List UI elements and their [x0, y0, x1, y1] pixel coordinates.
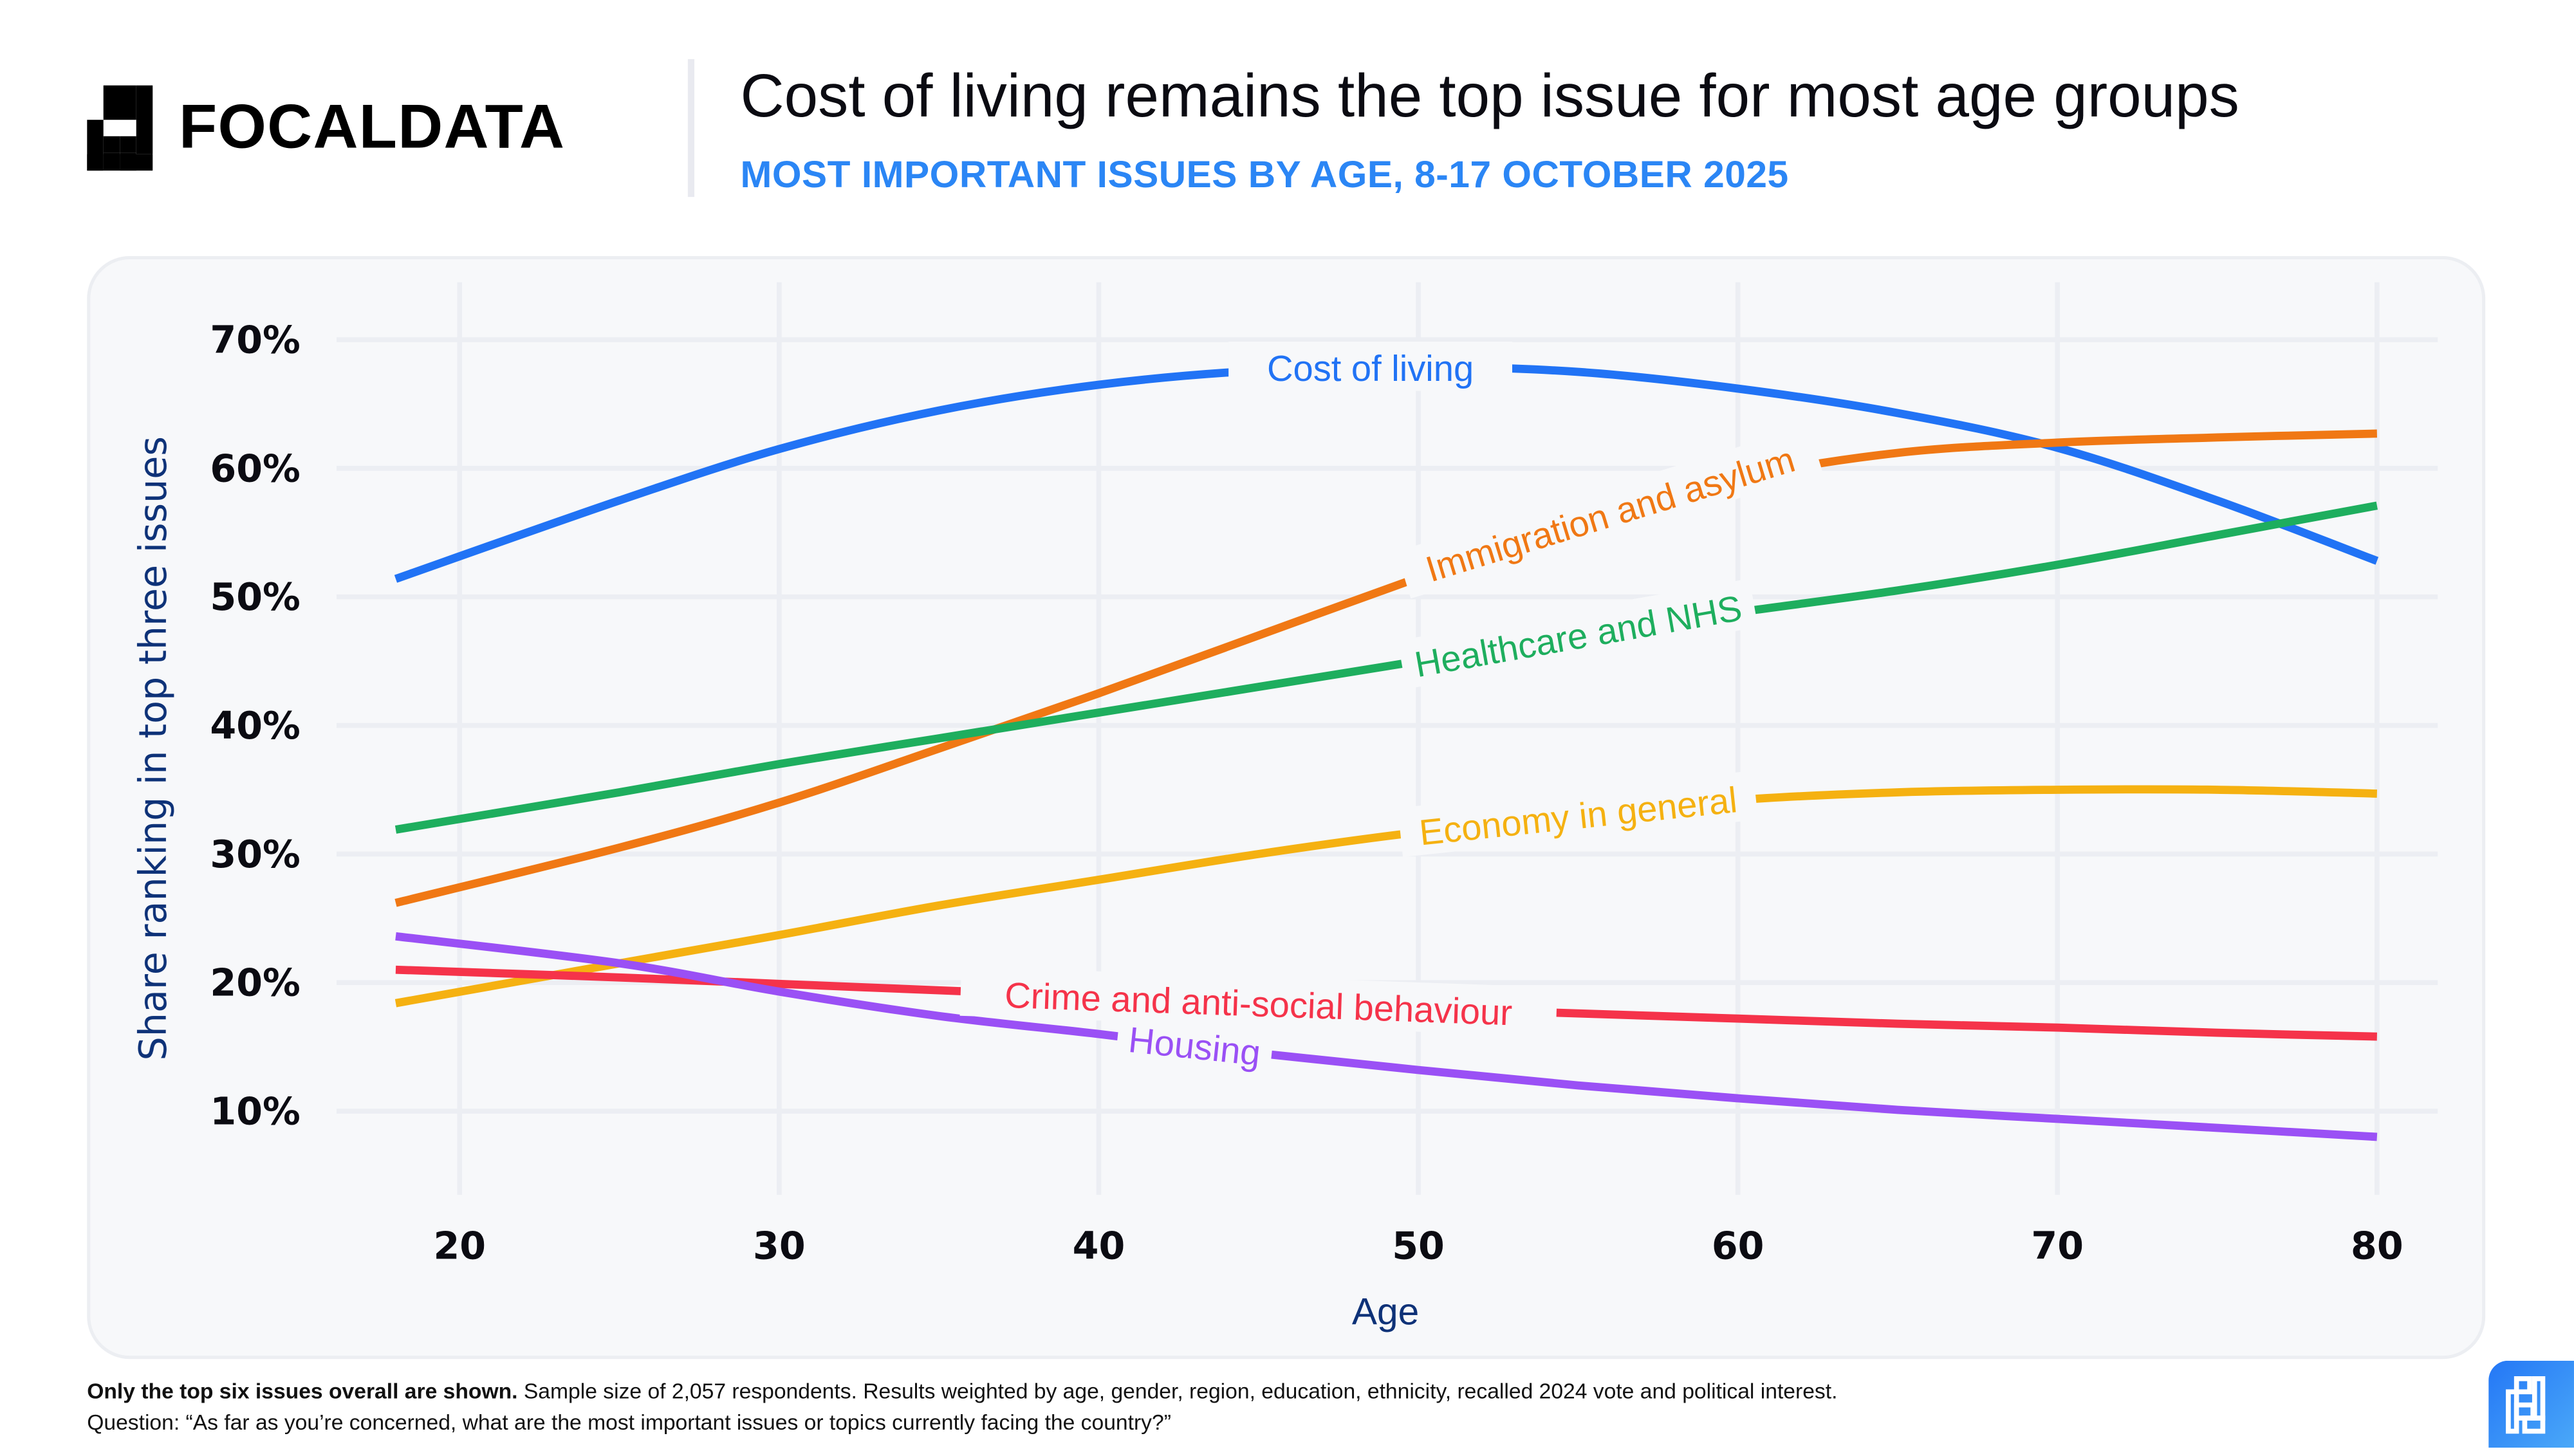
y-tick-label: 60% [210, 447, 300, 490]
y-axis-label: Share ranking in top three issues [131, 436, 175, 1060]
series-label-immigration-and-asylum: Immigration and asylum [1396, 425, 1823, 599]
x-tick-label: 50 [1392, 1224, 1445, 1268]
header-divider [687, 59, 695, 198]
series-line-housing [395, 932, 2378, 1141]
label-knockout [1396, 425, 1823, 599]
footer-notes: Only the top six issues overall are show… [87, 1376, 1837, 1438]
x-tick-label: 30 [753, 1224, 806, 1268]
series-line-healthcare-and-nhs [394, 501, 2378, 834]
x-axis-label: Age [1352, 1291, 1419, 1333]
series-label-economy-in-general: Economy in general [1398, 770, 1759, 857]
series-label-text: Cost of living [1267, 348, 1474, 389]
series-line-immigration-and-asylum [394, 429, 2378, 907]
series-label-text: Immigration and asylum [1421, 439, 1799, 589]
y-tick-label: 10% [210, 1089, 300, 1133]
focaldata-logo-icon [87, 85, 153, 171]
series-line-cost-of-living [394, 362, 2379, 583]
series-label-crime-and-anti-social-behaviour: Crime and anti-social behaviour [959, 966, 1558, 1037]
label-knockout [1398, 770, 1759, 857]
y-tick-label: 30% [210, 833, 300, 876]
x-tick-label: 80 [2351, 1224, 2403, 1268]
series-label-text: Healthcare and NHS [1412, 587, 1745, 685]
y-axis-ticks: 10% 20% 30% 40% 50% 60% 70% [210, 318, 300, 1133]
footer-note-text: Sample size of 2,057 respondents. Result… [517, 1378, 1838, 1404]
x-axis-ticks: 20 30 40 50 60 70 80 [433, 1224, 2403, 1268]
x-tick-label: 70 [2031, 1224, 2084, 1268]
x-tick-label: 40 [1073, 1224, 1125, 1268]
y-tick-label: 20% [210, 961, 300, 1005]
focaldata-logo: FOCALDATA [87, 85, 566, 171]
corner-logo-badge [2488, 1360, 2574, 1448]
y-tick-label: 50% [210, 575, 300, 619]
footer-note-bold: Only the top six issues overall are show… [87, 1378, 518, 1404]
gridlines [336, 282, 2438, 1195]
series-labels: Cost of living Immigration and asylumHeal… [959, 342, 1823, 1077]
label-knockout [1228, 342, 1512, 391]
label-knockout [959, 966, 1558, 1037]
series-label-cost-of-living: Cost of living [1228, 342, 1512, 391]
footer-question: Question: “As far as you’re concerned, w… [87, 1410, 1171, 1435]
x-tick-label: 60 [1712, 1224, 1764, 1268]
x-tick-label: 20 [433, 1224, 486, 1268]
label-knockout [1115, 1011, 1275, 1077]
y-tick-label: 70% [210, 318, 300, 362]
brand-name: FOCALDATA [179, 93, 566, 162]
series-line-economy-in-general [394, 785, 2378, 1008]
chart-subtitle: MOST IMPORTANT ISSUES BY AGE, 8-17 OCTOB… [740, 152, 1789, 196]
label-knockout [1397, 578, 1758, 690]
focaldata-mark-icon [2506, 1376, 2546, 1434]
chart-title: Cost of living remains the top issue for… [740, 62, 2239, 130]
y-tick-label: 40% [210, 704, 300, 748]
footer-note: Only the top six issues overall are show… [87, 1376, 1837, 1406]
